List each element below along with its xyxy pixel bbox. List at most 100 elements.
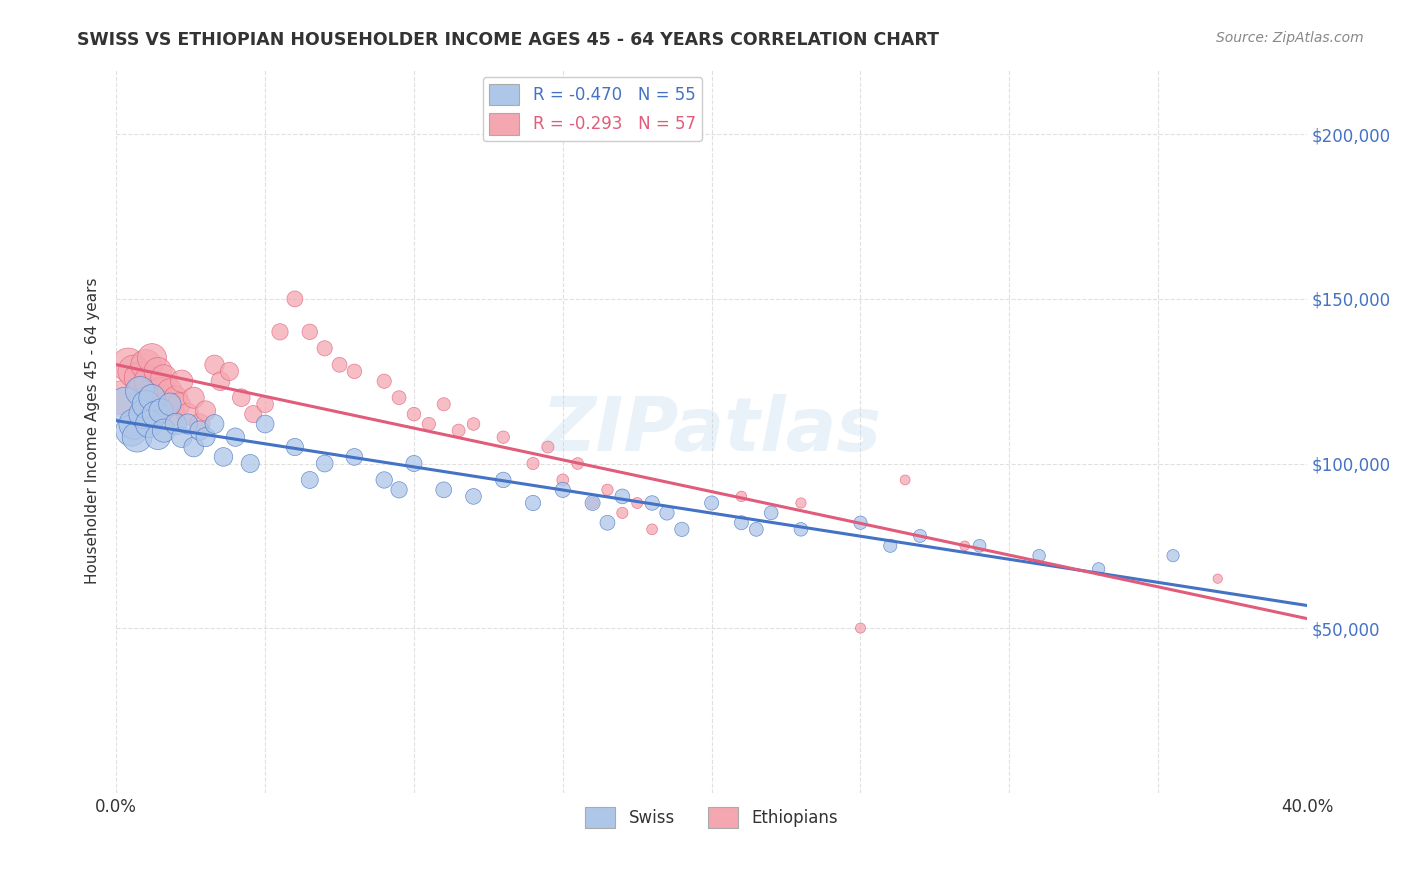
Point: [170, 374, 193, 388]
Text: SWISS VS ETHIOPIAN HOUSEHOLDER INCOME AGES 45 - 64 YEARS CORRELATION CHART: SWISS VS ETHIOPIAN HOUSEHOLDER INCOME AG…: [77, 31, 939, 49]
Point: [447, 424, 470, 438]
Point: [581, 496, 603, 510]
Point: [1206, 572, 1229, 586]
Point: [730, 490, 752, 504]
Point: [298, 473, 321, 487]
Point: [132, 407, 155, 421]
Point: [1161, 549, 1184, 563]
Point: [159, 397, 181, 411]
Point: [194, 430, 217, 444]
Point: [849, 621, 872, 635]
Point: [298, 325, 321, 339]
Point: [626, 496, 648, 510]
Point: [129, 371, 152, 385]
Point: [188, 424, 211, 438]
Point: [700, 496, 723, 510]
Point: [522, 496, 544, 510]
Point: [908, 529, 931, 543]
Point: [879, 539, 901, 553]
Point: [127, 430, 149, 444]
Point: [418, 417, 440, 431]
Point: [162, 407, 184, 421]
Point: [170, 430, 193, 444]
Point: [551, 473, 574, 487]
Point: [402, 407, 425, 421]
Point: [537, 440, 560, 454]
Point: [194, 404, 217, 418]
Point: [314, 457, 336, 471]
Point: [242, 407, 264, 421]
Point: [284, 440, 307, 454]
Point: [388, 483, 411, 497]
Point: [117, 358, 139, 372]
Point: [204, 358, 226, 372]
Point: [269, 325, 291, 339]
Point: [122, 417, 145, 431]
Point: [671, 522, 693, 536]
Point: [402, 457, 425, 471]
Point: [183, 391, 205, 405]
Point: [254, 417, 277, 431]
Point: [146, 430, 169, 444]
Point: [218, 364, 240, 378]
Point: [655, 506, 678, 520]
Point: [231, 391, 253, 405]
Point: [612, 490, 634, 504]
Point: [159, 384, 181, 398]
Point: [204, 417, 226, 431]
Text: Source: ZipAtlas.com: Source: ZipAtlas.com: [1216, 31, 1364, 45]
Point: [343, 450, 366, 464]
Point: [167, 397, 190, 411]
Point: [284, 292, 307, 306]
Point: [141, 391, 163, 405]
Point: [153, 371, 176, 385]
Point: [188, 417, 211, 431]
Point: [146, 364, 169, 378]
Point: [463, 490, 485, 504]
Point: [969, 539, 991, 553]
Point: [138, 417, 160, 431]
Point: [132, 384, 155, 398]
Point: [551, 483, 574, 497]
Point: [143, 391, 166, 405]
Point: [567, 457, 589, 471]
Point: [1087, 562, 1109, 576]
Point: [328, 358, 350, 372]
Point: [177, 417, 200, 431]
Point: [373, 374, 395, 388]
Legend: Swiss, Ethiopians: Swiss, Ethiopians: [578, 800, 845, 835]
Point: [138, 374, 160, 388]
Point: [149, 384, 172, 398]
Point: [224, 430, 246, 444]
Y-axis label: Householder Income Ages 45 - 64 years: Householder Income Ages 45 - 64 years: [86, 277, 100, 584]
Point: [596, 483, 619, 497]
Point: [209, 374, 232, 388]
Point: [790, 496, 813, 510]
Point: [156, 397, 179, 411]
Point: [122, 364, 145, 378]
Point: [612, 506, 634, 520]
Point: [1028, 549, 1050, 563]
Point: [745, 522, 768, 536]
Point: [641, 522, 664, 536]
Point: [641, 496, 664, 510]
Point: [120, 424, 142, 438]
Point: [153, 424, 176, 438]
Point: [141, 351, 163, 366]
Point: [343, 364, 366, 378]
Point: [492, 430, 515, 444]
Point: [114, 397, 136, 411]
Point: [581, 496, 603, 510]
Point: [433, 483, 456, 497]
Point: [111, 391, 134, 405]
Point: [135, 358, 157, 372]
Point: [433, 397, 456, 411]
Point: [463, 417, 485, 431]
Point: [759, 506, 782, 520]
Point: [388, 391, 411, 405]
Point: [212, 450, 235, 464]
Point: [165, 417, 187, 431]
Point: [183, 440, 205, 454]
Point: [143, 407, 166, 421]
Point: [596, 516, 619, 530]
